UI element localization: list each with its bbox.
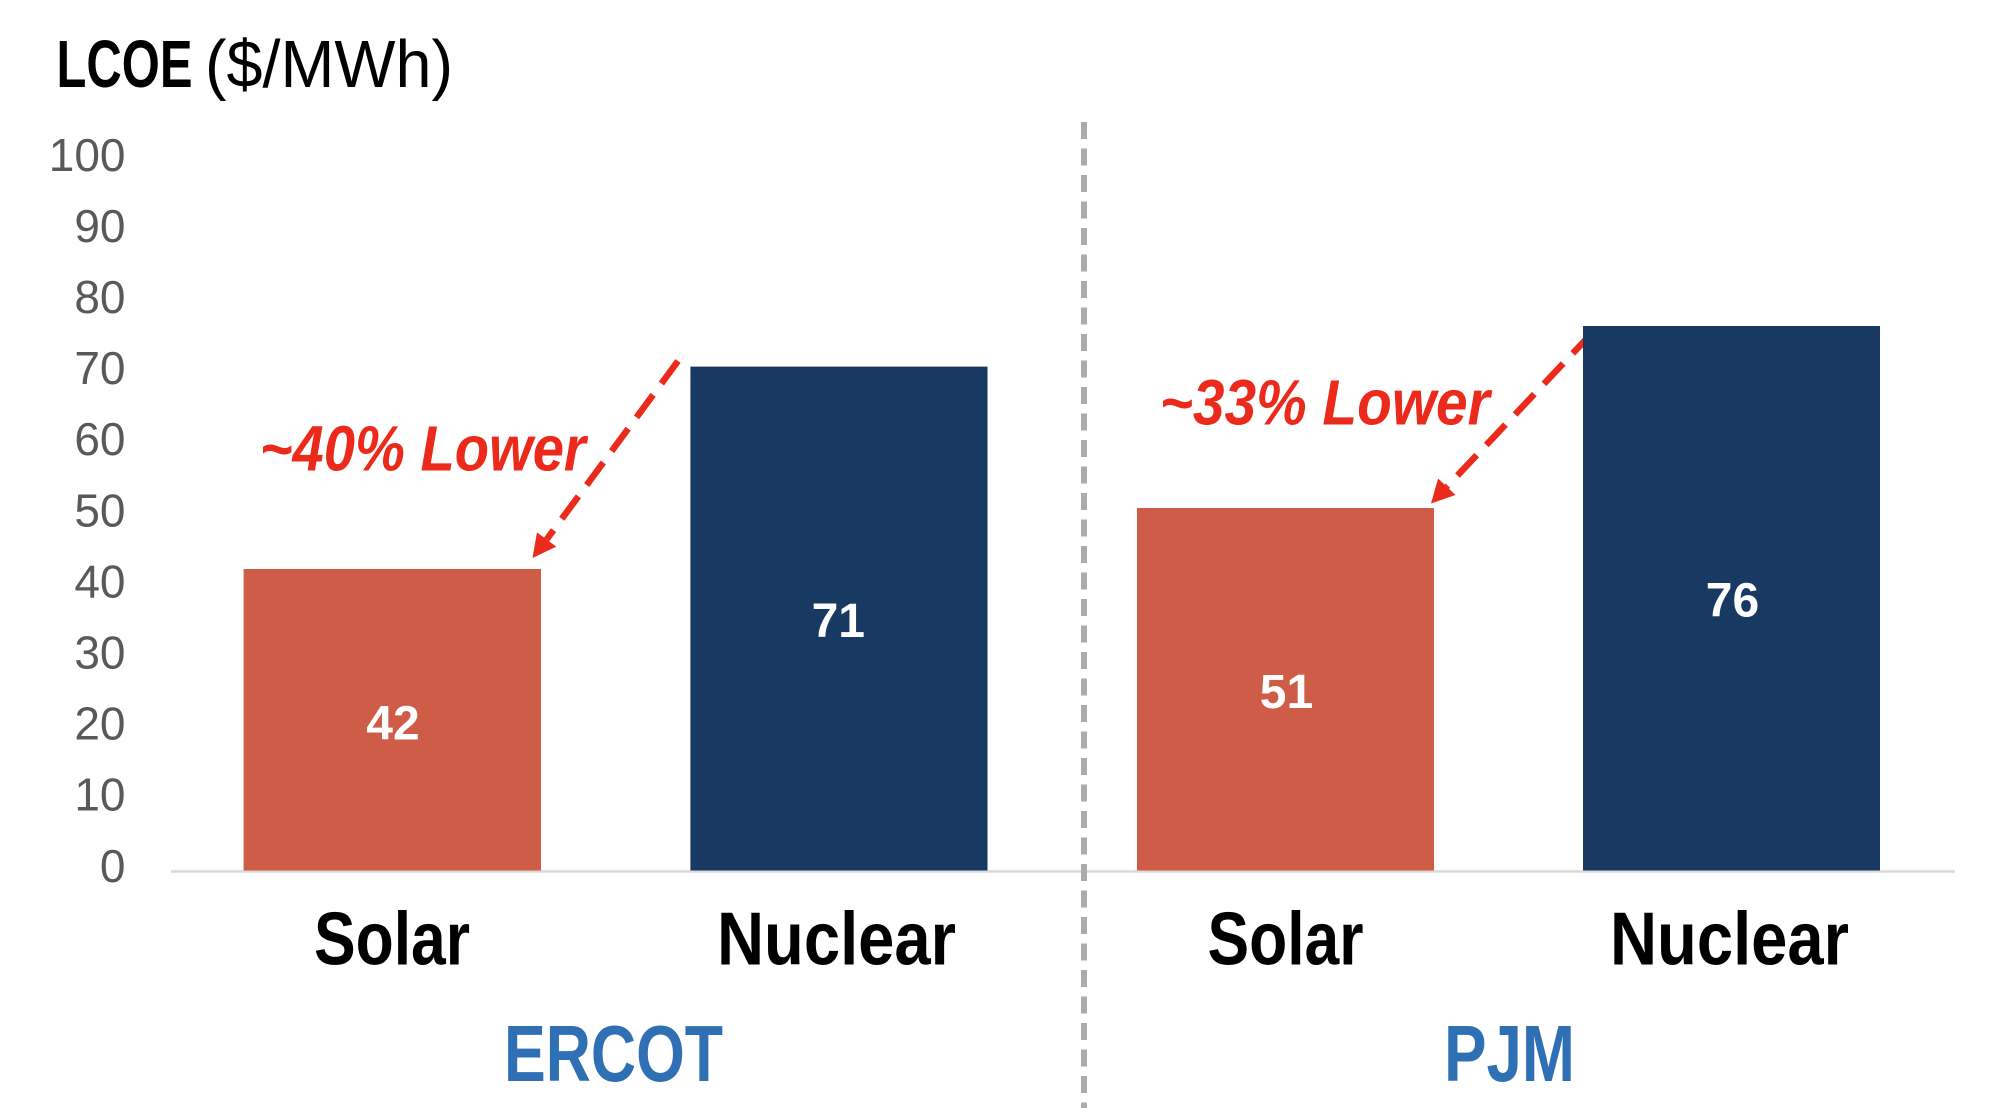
svg-text:Nuclear: Nuclear — [1610, 897, 1849, 981]
svg-text:70: 70 — [74, 342, 125, 394]
svg-text:60: 60 — [74, 413, 125, 465]
svg-text:76: 76 — [1706, 575, 1759, 628]
svg-text:~40% Lower: ~40% Lower — [260, 413, 589, 485]
svg-text:20: 20 — [74, 698, 125, 750]
svg-text:($/MWh): ($/MWh) — [205, 27, 453, 102]
svg-text:51: 51 — [1260, 666, 1313, 719]
svg-text:~33% Lower: ~33% Lower — [1160, 367, 1493, 439]
svg-text:Solar: Solar — [314, 897, 470, 981]
svg-text:50: 50 — [74, 484, 125, 536]
svg-text:40: 40 — [74, 555, 125, 607]
svg-text:42: 42 — [366, 698, 419, 751]
svg-text:0: 0 — [100, 840, 126, 892]
svg-text:Solar: Solar — [1208, 897, 1364, 981]
svg-text:ERCOT: ERCOT — [504, 1009, 723, 1098]
svg-text:100: 100 — [49, 129, 126, 181]
svg-text:Nuclear: Nuclear — [717, 897, 956, 981]
svg-text:PJM: PJM — [1444, 1009, 1575, 1098]
svg-text:71: 71 — [812, 595, 865, 648]
svg-text:LCOE: LCOE — [57, 27, 193, 102]
svg-text:80: 80 — [74, 271, 125, 323]
svg-text:90: 90 — [74, 200, 125, 252]
svg-text:10: 10 — [74, 769, 125, 821]
svg-text:30: 30 — [74, 627, 125, 679]
